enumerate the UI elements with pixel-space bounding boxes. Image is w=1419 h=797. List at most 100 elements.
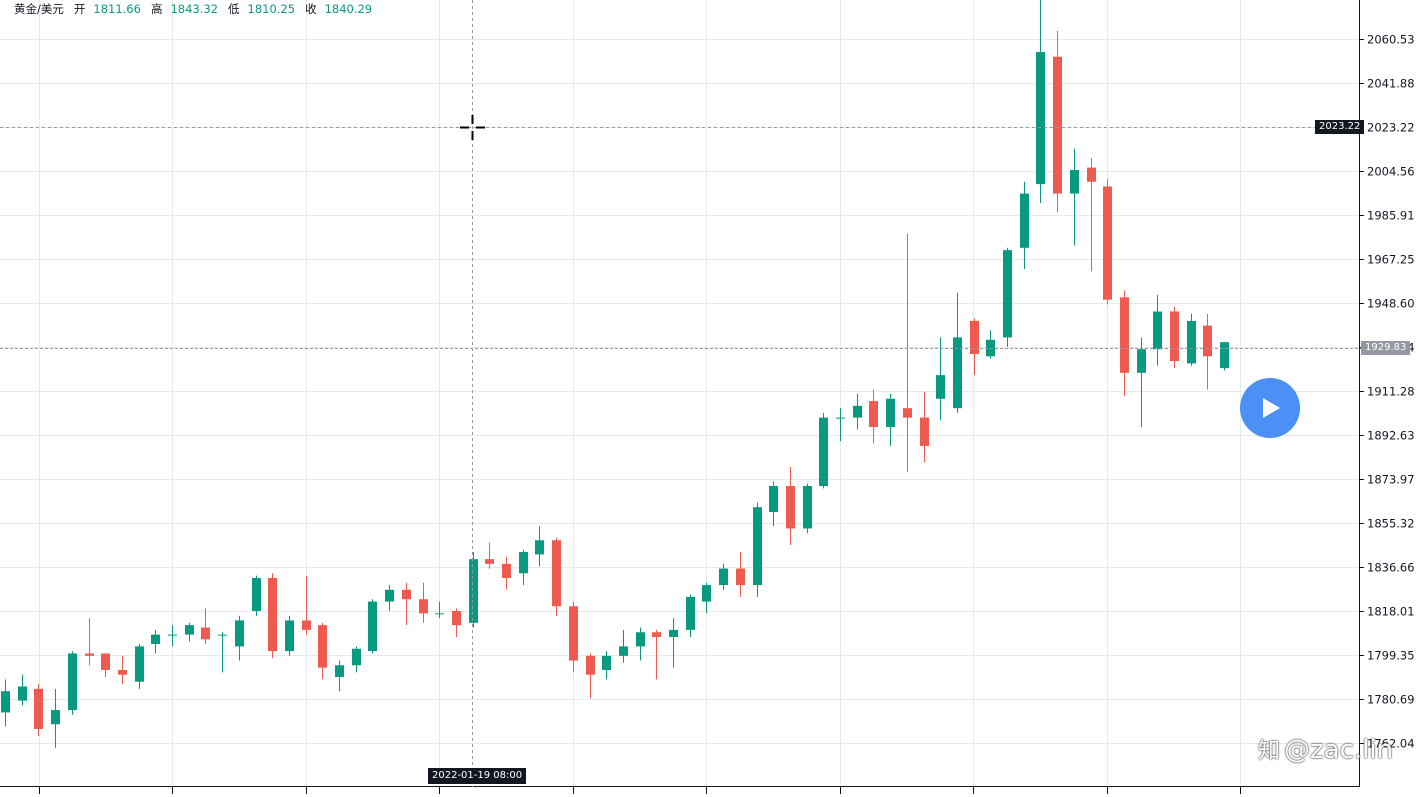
candle-body	[235, 620, 244, 647]
time-axis-ticks	[39, 787, 1241, 794]
candle	[853, 394, 862, 430]
candle	[619, 629, 628, 663]
candle-body	[68, 653, 77, 711]
candle-body	[552, 540, 561, 607]
candle-body	[185, 625, 194, 635]
candle	[786, 467, 795, 545]
candle	[986, 330, 995, 359]
candle	[318, 622, 327, 680]
candle	[636, 627, 645, 661]
candle-body	[469, 559, 478, 623]
candle	[1003, 247, 1012, 347]
candle-body	[168, 634, 177, 636]
candle-body	[736, 568, 745, 586]
candle-body	[485, 559, 494, 564]
price-axis[interactable]: 1762.04 1780.69 1799.35 1818.01 1836.66 1855.…	[1359, 33, 1415, 751]
play-icon	[1263, 398, 1280, 418]
candle-body	[819, 417, 828, 487]
price-tick-label: 1967.25	[1367, 253, 1415, 267]
candle	[352, 646, 361, 673]
candle	[1203, 313, 1212, 390]
candle-body	[201, 627, 210, 640]
candle	[201, 608, 210, 645]
candle	[268, 573, 277, 659]
candle	[836, 408, 845, 442]
candle	[34, 684, 43, 737]
candle-body	[636, 632, 645, 647]
candle	[1220, 342, 1229, 371]
open-value: 1811.66	[93, 2, 141, 16]
candle-body	[970, 320, 979, 354]
candle	[819, 412, 828, 489]
candle-body	[836, 417, 845, 419]
candle-body	[502, 563, 511, 578]
candle-body	[419, 599, 428, 614]
candle	[652, 629, 661, 680]
candle-body	[1153, 311, 1162, 350]
candle-body	[85, 653, 94, 656]
candle-body	[135, 646, 144, 682]
play-button[interactable]	[1240, 378, 1300, 438]
candle	[168, 625, 177, 647]
candle-body	[936, 375, 945, 399]
candle-body	[1003, 250, 1012, 338]
candle-body	[34, 688, 43, 729]
candle-body	[569, 606, 578, 661]
close-label: 收	[305, 2, 317, 16]
symbol-name[interactable]: 黄金/美元	[14, 2, 64, 16]
candle-body	[652, 632, 661, 637]
candle-body	[318, 625, 327, 668]
price-tick-label: 1780.69	[1367, 693, 1415, 707]
candle-body	[535, 540, 544, 555]
last-price-label: 1929.83	[1361, 341, 1411, 355]
candle	[1020, 181, 1029, 270]
watermark: 知 @zac.lin	[1258, 733, 1393, 769]
price-tick-label: 1855.32	[1367, 517, 1415, 531]
candle-body	[1203, 325, 1212, 357]
candle	[1070, 148, 1079, 246]
price-tick-label: 1873.97	[1367, 473, 1415, 487]
price-tick-label: 2023.22	[1367, 121, 1415, 135]
candle-body	[118, 669, 127, 675]
candle	[218, 632, 227, 673]
candle	[686, 594, 695, 637]
candle-body	[619, 646, 628, 656]
crosshair-cursor-icon	[460, 115, 485, 140]
price-tick-label: 1836.66	[1367, 561, 1415, 575]
candle	[920, 391, 929, 463]
candle-body	[519, 552, 528, 574]
candle	[285, 615, 294, 656]
watermark-handle: @zac.lin	[1284, 735, 1394, 765]
candle	[535, 526, 544, 567]
candle	[252, 575, 261, 616]
candle-body	[753, 507, 762, 586]
candle	[452, 608, 461, 637]
low-label: 低	[228, 2, 240, 16]
candle-body	[1170, 311, 1179, 362]
candle-body	[1220, 342, 1229, 369]
candle	[1137, 337, 1146, 428]
candle	[85, 618, 94, 666]
candle	[385, 585, 394, 612]
crosshair-time-label: 2022-01-19 08:00	[428, 768, 527, 784]
candle	[586, 653, 595, 699]
price-tick-label: 1892.63	[1367, 429, 1415, 443]
candle-body	[903, 408, 912, 418]
candle-body	[1053, 56, 1062, 194]
candle	[753, 502, 762, 597]
candle-body	[803, 486, 812, 529]
candle-body	[786, 486, 795, 529]
candle-body	[1, 691, 10, 713]
candle	[953, 292, 962, 413]
candle-body	[402, 589, 411, 600]
candle-body	[769, 486, 778, 512]
candle	[803, 483, 812, 534]
crosshair-price-label: 2023.22	[1315, 120, 1365, 134]
candle	[1053, 30, 1062, 213]
candle	[235, 615, 244, 661]
high-value: 1843.32	[170, 2, 218, 16]
candle	[1120, 290, 1129, 397]
candle	[1087, 158, 1096, 272]
candle	[368, 599, 377, 654]
